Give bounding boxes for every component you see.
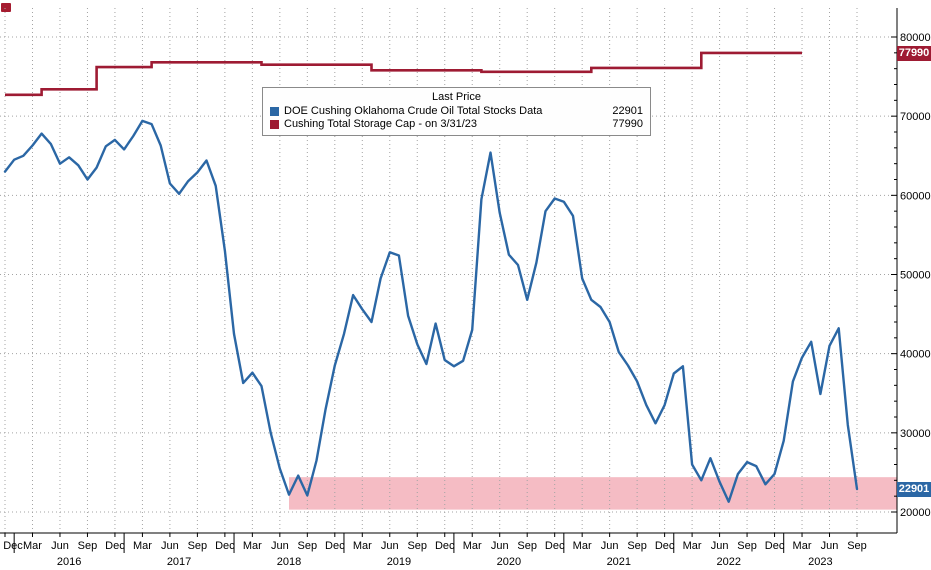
x-axis-label: Sep [517,540,537,552]
axes [0,8,898,553]
y-axis-label: 80000 [900,32,931,44]
y-axis-label: 20000 [900,507,931,519]
cap-series-line [5,51,802,97]
x-axis-year-label: 2017 [167,556,191,568]
cap-price-badge: 77990 [897,46,931,61]
x-axis-label: Mar [573,540,592,552]
x-axis-label: Mar [243,540,262,552]
x-axis-label: Sep [188,540,208,552]
legend-item-cap: Cushing Total Storage Cap - on 3/31/23 7… [270,118,643,131]
x-axis-label: Jun [491,540,509,552]
x-axis-label: Sep [407,540,427,552]
legend-item-stocks: DOE Cushing Oklahoma Crude Oil Total Sto… [270,105,643,118]
x-axis-year-label: 2021 [607,556,631,568]
x-axis-label: Jun [711,540,729,552]
x-axis-label: Dec [765,540,785,552]
stocks-series-label: DOE Cushing Oklahoma Crude Oil Total Sto… [284,105,543,117]
stocks-series-swatch-icon [270,107,279,116]
x-axis-label: Mar [463,540,482,552]
y-axis-label: 40000 [900,349,931,361]
x-axis-label: Sep [298,540,318,552]
stocks-price-badge: 22901 [897,482,931,497]
x-axis-label: Dec [655,540,675,552]
x-axis-label: Dec [215,540,235,552]
x-axis-year-label: 2019 [387,556,411,568]
x-axis-label: Jun [821,540,839,552]
y-axis-label: 50000 [900,270,931,282]
cap-series-label: Cushing Total Storage Cap - on 3/31/23 [284,118,478,130]
x-axis-label: Dec [325,540,345,552]
x-axis-year-label: 2022 [716,556,740,568]
x-axis-label: Jun [271,540,289,552]
x-axis-label: Mar [793,540,812,552]
x-axis-label: Mar [683,540,702,552]
y-axis-label: 30000 [900,428,931,440]
x-axis-label: Dec [105,540,125,552]
low-stocks-band [289,477,897,510]
x-axis-year-label: 2016 [57,556,81,568]
x-axis-label: Mar [23,540,42,552]
x-axis-label: Sep [78,540,98,552]
x-axis-year-label: 2020 [497,556,521,568]
x-axis-label: Sep [847,540,867,552]
x-axis-label: Dec [3,540,23,552]
x-axis-year-label: 2018 [277,556,301,568]
y-axis-label: 60000 [900,190,931,202]
corner-icon [1,3,11,12]
legend-title: Last Price [432,91,481,103]
x-axis-label: Dec [545,540,565,552]
x-axis-label: Jun [381,540,399,552]
x-axis-label: Jun [601,540,619,552]
y-axis-label: 70000 [900,111,931,123]
x-axis-label: Mar [133,540,152,552]
x-axis-year-label: 2023 [808,556,832,568]
stocks-series-line [3,119,859,503]
cap-series-swatch-icon [270,120,279,129]
x-axis-label: Mar [353,540,372,552]
x-axis-label: Dec [435,540,455,552]
x-axis-label: Jun [161,540,179,552]
legend[interactable]: Last Price DOE Cushing Oklahoma Crude Oi… [262,87,651,136]
x-axis-label: Sep [737,540,757,552]
cap-series-value: 77990 [612,118,643,130]
x-axis-label: Jun [51,540,69,552]
x-axis-label: Sep [627,540,647,552]
stocks-series-value: 22901 [612,105,643,117]
